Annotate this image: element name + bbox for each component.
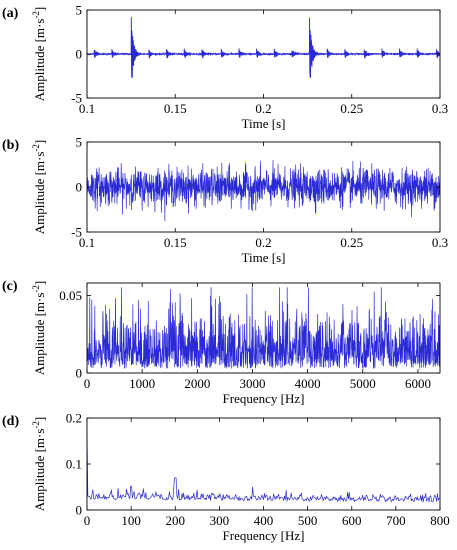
x-tick-label: 100 (121, 513, 141, 528)
panel-label: (a) (2, 6, 19, 21)
x-tick-label: 3000 (239, 376, 265, 391)
y-axis-label-text: Amplitude [m·s (32, 152, 47, 235)
panel-a: 0.1 0.15 0.2 0.25 0.3 -5 0 5 Time [s] Amplitude [… (2, 3, 448, 132)
series-line (87, 16, 440, 79)
x-tick-label: 200 (166, 513, 186, 528)
y-axis-label-exponent: -2 (31, 11, 41, 19)
y-tick-label: 0 (76, 503, 83, 518)
y-tick-label: -5 (71, 91, 82, 106)
series-line (87, 159, 440, 222)
y-tick-label: -5 (71, 225, 82, 240)
x-tick-label: 5000 (350, 376, 376, 391)
x-tick-label: 0.3 (432, 101, 448, 116)
y-axis-label-text: Amplitude [m·s (32, 19, 47, 102)
x-tick-label: 1000 (129, 376, 155, 391)
series-line (87, 431, 440, 503)
y-axis-label-close: ] (32, 7, 47, 11)
x-tick-label: 0.25 (340, 101, 363, 116)
x-tick-label: 0 (84, 513, 91, 528)
x-tick-label: 0.15 (164, 101, 187, 116)
x-tick-label: 0.1 (79, 235, 95, 250)
panel-label: (b) (2, 138, 19, 153)
panel-c: 0 1000 2000 3000 4000 5000 6000 0 0.05 Frequency … (2, 279, 441, 406)
y-tick-label: 0 (76, 366, 83, 381)
y-axis-label: Amplitude [m·s-2] (31, 417, 47, 512)
y-axis-label-close: ] (32, 140, 47, 144)
y-tick-label: 0.1 (66, 457, 82, 472)
x-tick-label: 0.25 (340, 235, 363, 250)
x-tick-label: 300 (210, 513, 230, 528)
plot-frame (86, 282, 441, 374)
series-line (87, 287, 440, 369)
y-axis-label-exponent: -2 (31, 285, 41, 293)
y-axis-label: Amplitude [m·s-2] (31, 140, 47, 235)
plot-frame (86, 417, 441, 511)
x-axis-label: Frequency [Hz] (223, 391, 305, 406)
x-tick-label: 600 (342, 513, 362, 528)
y-axis-label-close: ] (32, 281, 47, 285)
x-tick-label: 4000 (295, 376, 321, 391)
y-tick-label: 0.2 (66, 411, 82, 426)
y-axis-label: Amplitude [m·s-2] (31, 281, 47, 376)
y-tick-label: 5 (76, 3, 83, 18)
x-tick-label: 0.15 (164, 235, 187, 250)
panel-label: (d) (2, 414, 19, 429)
y-axis-label-text: Amplitude [m·s (32, 293, 47, 376)
x-tick-label: 0 (84, 376, 91, 391)
y-tick-label: 0 (76, 180, 83, 195)
x-tick-label: 0.1 (79, 101, 95, 116)
y-tick-label: 0 (76, 47, 83, 62)
x-tick-label: 500 (298, 513, 318, 528)
y-tick-label: 0.05 (59, 288, 82, 303)
x-tick-label: 400 (254, 513, 274, 528)
x-tick-label: 2000 (184, 376, 210, 391)
x-tick-label: 700 (386, 513, 406, 528)
panel-d: 0 100 200 300 400 500 600 700 800 0 0.1 0.2 Frequenc… (2, 411, 450, 544)
panel-b: 0.1 0.15 0.2 0.25 0.3 -5 0 5 Time [s] Amplitude [… (2, 135, 448, 266)
x-axis-label: Time [s] (242, 250, 286, 265)
y-axis-label-text: Amplitude [m·s (32, 429, 47, 512)
x-tick-label: 6000 (405, 376, 431, 391)
x-tick-label: 0.2 (255, 101, 271, 116)
x-axis-label: Time [s] (242, 116, 286, 131)
y-axis-label-exponent: -2 (31, 144, 41, 152)
y-tick-label: 5 (76, 135, 83, 150)
x-tick-label: 800 (430, 513, 450, 528)
y-axis-label: Amplitude [m·s-2] (31, 7, 47, 102)
x-tick-label: 0.3 (432, 235, 448, 250)
y-axis-label-close: ] (32, 417, 47, 421)
y-axis-label-exponent: -2 (31, 421, 41, 429)
x-tick-label: 0.2 (255, 235, 271, 250)
panel-label: (c) (2, 279, 18, 294)
x-axis-label: Frequency [Hz] (223, 528, 305, 543)
